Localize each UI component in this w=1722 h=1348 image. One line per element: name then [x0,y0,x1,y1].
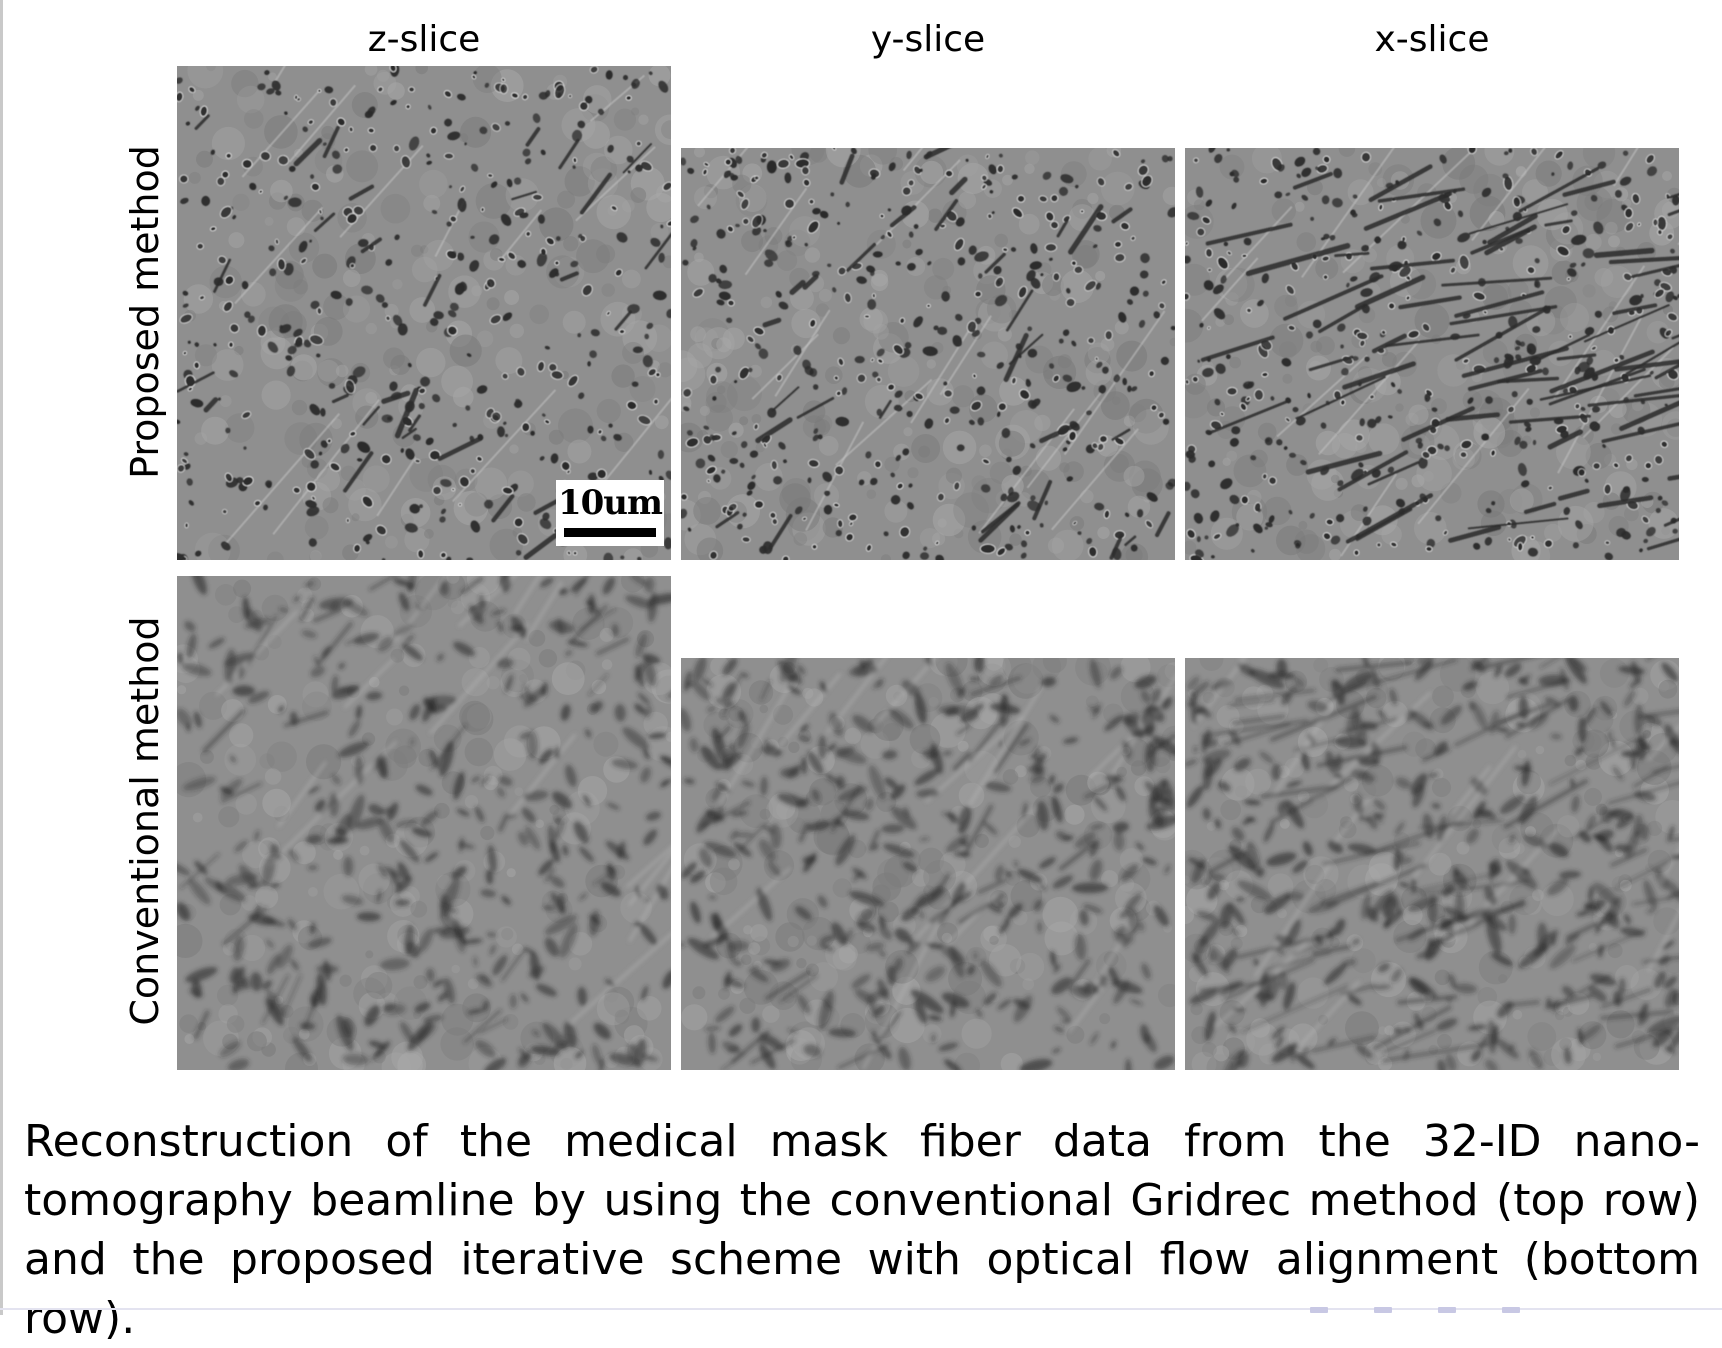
panel-proposed-x-slice [1185,148,1679,560]
panel-proposed-y-slice [681,148,1175,560]
tomography-image [177,576,671,1070]
row-label-proposed: Proposed method [123,65,167,559]
scale-bar: 10um [556,480,664,546]
tomography-image [1185,148,1679,560]
panel-conventional-x-slice [1185,658,1679,1070]
nav-slide-icon[interactable] [1502,1307,1520,1313]
column-title-x-slice: x-slice [1185,18,1679,62]
panel-conventional-y-slice [681,658,1175,1070]
panel-conventional-z-slice [177,576,671,1070]
left-page-edge [0,0,3,1315]
scale-bar-line [564,528,656,537]
column-title-z-slice: z-slice [177,18,671,62]
nav-frame-icon[interactable] [1310,1307,1328,1313]
nav-section-icon[interactable] [1438,1307,1456,1313]
column-title-y-slice: y-slice [681,18,1175,62]
row-label-conventional: Conventional method [123,574,167,1068]
tomography-image [681,658,1175,1070]
tomography-image [681,148,1175,560]
scale-bar-label: 10um [556,482,664,524]
slide-navigation [1310,1307,1520,1315]
tomography-image [1185,658,1679,1070]
nav-subsection-icon[interactable] [1374,1307,1392,1313]
